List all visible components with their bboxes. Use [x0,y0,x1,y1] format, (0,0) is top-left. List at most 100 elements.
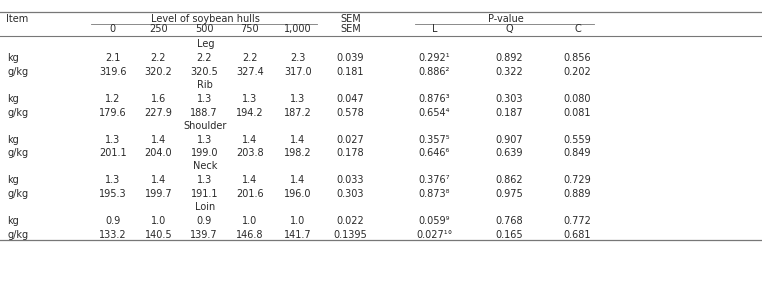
Text: 0.081: 0.081 [564,108,591,118]
Text: 2.1: 2.1 [105,53,120,63]
Text: 320.5: 320.5 [190,67,218,77]
Text: 0.047: 0.047 [337,94,364,104]
Text: Level of soybean hulls: Level of soybean hulls [151,14,260,24]
Text: 188.7: 188.7 [190,108,218,118]
Text: 0.376⁷: 0.376⁷ [418,175,450,185]
Text: 0.039: 0.039 [337,53,364,63]
Text: 0.886²: 0.886² [418,67,450,77]
Text: 0.892: 0.892 [495,53,523,63]
Text: 1.4: 1.4 [151,135,166,145]
Text: 2.3: 2.3 [290,53,306,63]
Text: 750: 750 [241,24,259,34]
Text: 146.8: 146.8 [236,230,264,240]
Text: 196.0: 196.0 [284,189,312,199]
Text: 0.178: 0.178 [337,148,364,159]
Text: 141.7: 141.7 [284,230,312,240]
Text: Loin: Loin [195,202,216,212]
Text: kg: kg [8,94,19,104]
Text: 2.2: 2.2 [197,53,212,63]
Text: 140.5: 140.5 [145,230,172,240]
Text: 194.2: 194.2 [236,108,264,118]
Text: kg: kg [8,175,19,185]
Text: 0.357⁵: 0.357⁵ [418,135,450,145]
Text: 0.033: 0.033 [337,175,364,185]
Text: Neck: Neck [194,161,217,171]
Text: SEM: SEM [340,14,361,24]
Text: 1.0: 1.0 [151,216,166,226]
Text: g/kg: g/kg [8,148,29,159]
Text: 1.4: 1.4 [242,135,258,145]
Text: 317.0: 317.0 [284,67,312,77]
Text: 500: 500 [195,24,213,34]
Text: kg: kg [8,216,19,226]
Text: 0.862: 0.862 [495,175,523,185]
Text: 0.080: 0.080 [564,94,591,104]
Text: 1.4: 1.4 [242,175,258,185]
Text: L: L [431,24,437,34]
Text: 0.9: 0.9 [197,216,212,226]
Text: 201.6: 201.6 [236,189,264,199]
Text: 1.4: 1.4 [151,175,166,185]
Text: 0.559: 0.559 [564,135,591,145]
Text: 0: 0 [110,24,116,34]
Text: 0.322: 0.322 [495,67,523,77]
Text: g/kg: g/kg [8,67,29,77]
Text: 250: 250 [149,24,168,34]
Text: 0.165: 0.165 [495,230,523,240]
Text: 133.2: 133.2 [99,230,126,240]
Text: 0.681: 0.681 [564,230,591,240]
Text: 139.7: 139.7 [190,230,218,240]
Text: 0.027: 0.027 [337,135,364,145]
Text: 1.2: 1.2 [105,94,120,104]
Text: Leg: Leg [197,39,214,49]
Text: 0.873⁸: 0.873⁸ [418,189,450,199]
Text: 2.2: 2.2 [242,53,258,63]
Text: 0.181: 0.181 [337,67,364,77]
Text: 0.303: 0.303 [495,94,523,104]
Text: 2.2: 2.2 [151,53,166,63]
Text: 0.889: 0.889 [564,189,591,199]
Text: 1.3: 1.3 [242,94,258,104]
Text: 0.646⁶: 0.646⁶ [418,148,450,159]
Text: 0.849: 0.849 [564,148,591,159]
Text: 1.0: 1.0 [242,216,258,226]
Text: 1.4: 1.4 [290,175,306,185]
Text: 199.0: 199.0 [190,148,218,159]
Text: 203.8: 203.8 [236,148,264,159]
Text: 195.3: 195.3 [99,189,126,199]
Text: 0.729: 0.729 [564,175,591,185]
Text: Shoulder: Shoulder [184,121,227,131]
Text: 0.022: 0.022 [337,216,364,226]
Text: Rib: Rib [197,80,213,90]
Text: 227.9: 227.9 [145,108,172,118]
Text: 0.292¹: 0.292¹ [418,53,450,63]
Text: 327.4: 327.4 [236,67,264,77]
Text: 0.578: 0.578 [337,108,364,118]
Text: 179.6: 179.6 [99,108,126,118]
Text: 0.876³: 0.876³ [418,94,450,104]
Text: g/kg: g/kg [8,108,29,118]
Text: 0.907: 0.907 [495,135,523,145]
Text: 0.303: 0.303 [337,189,364,199]
Text: 0.975: 0.975 [495,189,523,199]
Text: Q: Q [505,24,513,34]
Text: 204.0: 204.0 [145,148,172,159]
Text: kg: kg [8,135,19,145]
Text: 1.3: 1.3 [290,94,306,104]
Text: 1.6: 1.6 [151,94,166,104]
Text: 0.202: 0.202 [564,67,591,77]
Text: SEM: SEM [340,24,361,34]
Text: g/kg: g/kg [8,230,29,240]
Text: 0.654⁴: 0.654⁴ [418,108,450,118]
Text: 0.856: 0.856 [564,53,591,63]
Text: Item: Item [6,14,28,24]
Text: 1.3: 1.3 [105,175,120,185]
Text: P-value: P-value [488,14,523,24]
Text: 0.187: 0.187 [495,108,523,118]
Text: 198.2: 198.2 [284,148,312,159]
Text: 1.4: 1.4 [290,135,306,145]
Text: g/kg: g/kg [8,189,29,199]
Text: kg: kg [8,53,19,63]
Text: 0.639: 0.639 [495,148,523,159]
Text: 0.772: 0.772 [564,216,591,226]
